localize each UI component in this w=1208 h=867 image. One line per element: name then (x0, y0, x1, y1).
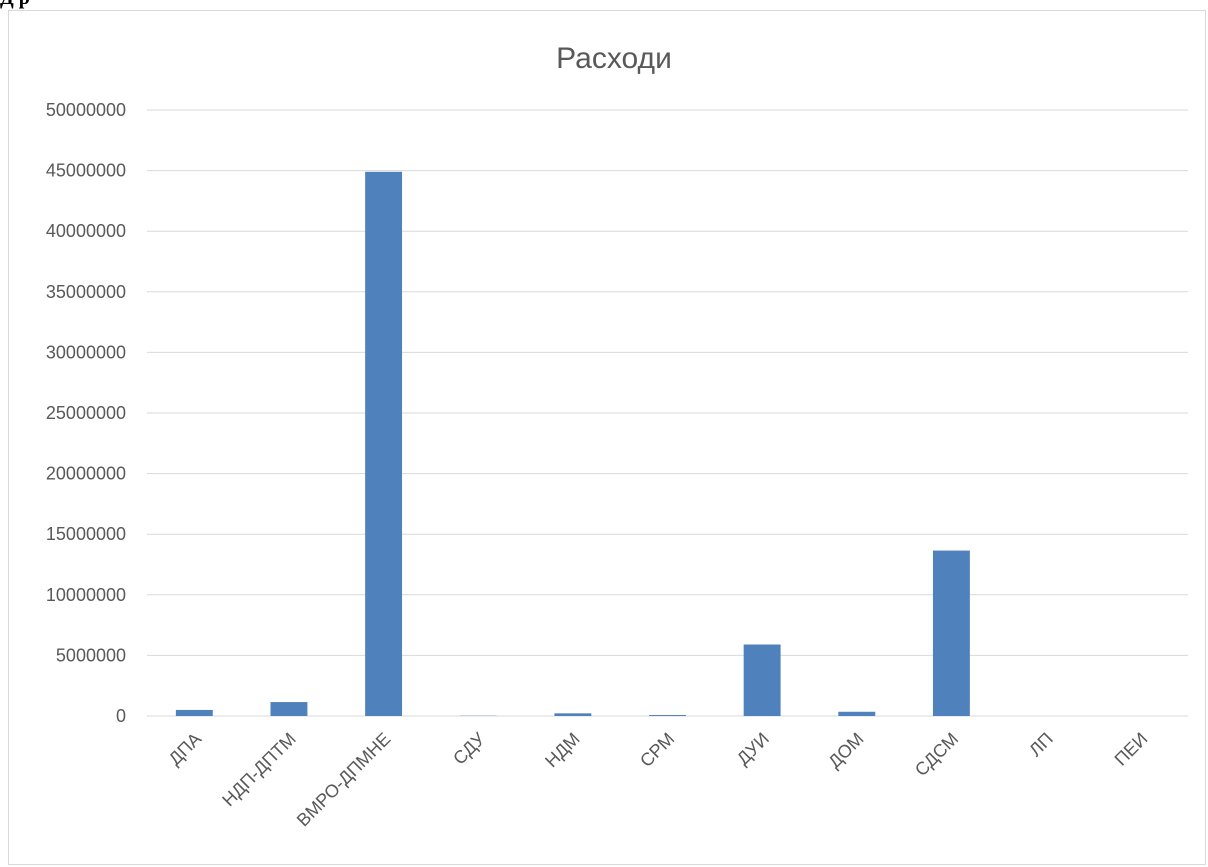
bar (365, 171, 403, 716)
bar (175, 709, 213, 716)
y-tick-label: 40000000 (46, 221, 126, 241)
y-tick-label: 25000000 (46, 403, 126, 423)
x-tick-label: ДУИ (733, 729, 773, 769)
x-tick-label: НДМ (541, 729, 584, 772)
x-tick-label: ДОМ (824, 729, 867, 772)
page-heading: Д р (0, 0, 30, 10)
x-tick-label: СДУ (449, 728, 489, 768)
y-tick-label: 50000000 (46, 100, 126, 120)
chart-title: Расходи (556, 42, 672, 75)
chart-area (8, 10, 1206, 865)
x-tick-label: ЛП (1025, 729, 1057, 761)
bar (270, 702, 308, 716)
bars (175, 171, 970, 716)
x-tick-label: СРМ (636, 729, 678, 771)
bar (554, 713, 592, 716)
y-tick-label: 0 (116, 706, 126, 726)
x-tick-label: СДСМ (911, 729, 962, 780)
y-tick-label: 15000000 (46, 524, 126, 544)
x-tick-label: НДП-ДПТМ (218, 729, 299, 810)
y-tick-label: 20000000 (46, 464, 126, 484)
bar (649, 715, 686, 716)
y-tick-label: 35000000 (46, 282, 126, 302)
x-tick-label: ДПА (165, 729, 205, 769)
y-axis-ticks: 0 5000000 10000000 15000000 20000000 25000000… (46, 100, 126, 726)
x-tick-label: ВМРО-ДПМНЕ (293, 729, 395, 831)
y-tick-label: 10000000 (46, 585, 126, 605)
gridlines (147, 109, 1188, 717)
bar (932, 550, 970, 716)
y-tick-label: 30000000 (46, 342, 126, 362)
bar (743, 644, 781, 716)
y-tick-label: 5000000 (56, 645, 126, 665)
bar (838, 711, 876, 716)
y-tick-label: 45000000 (46, 161, 126, 181)
x-tick-label: ПЕИ (1111, 729, 1152, 770)
